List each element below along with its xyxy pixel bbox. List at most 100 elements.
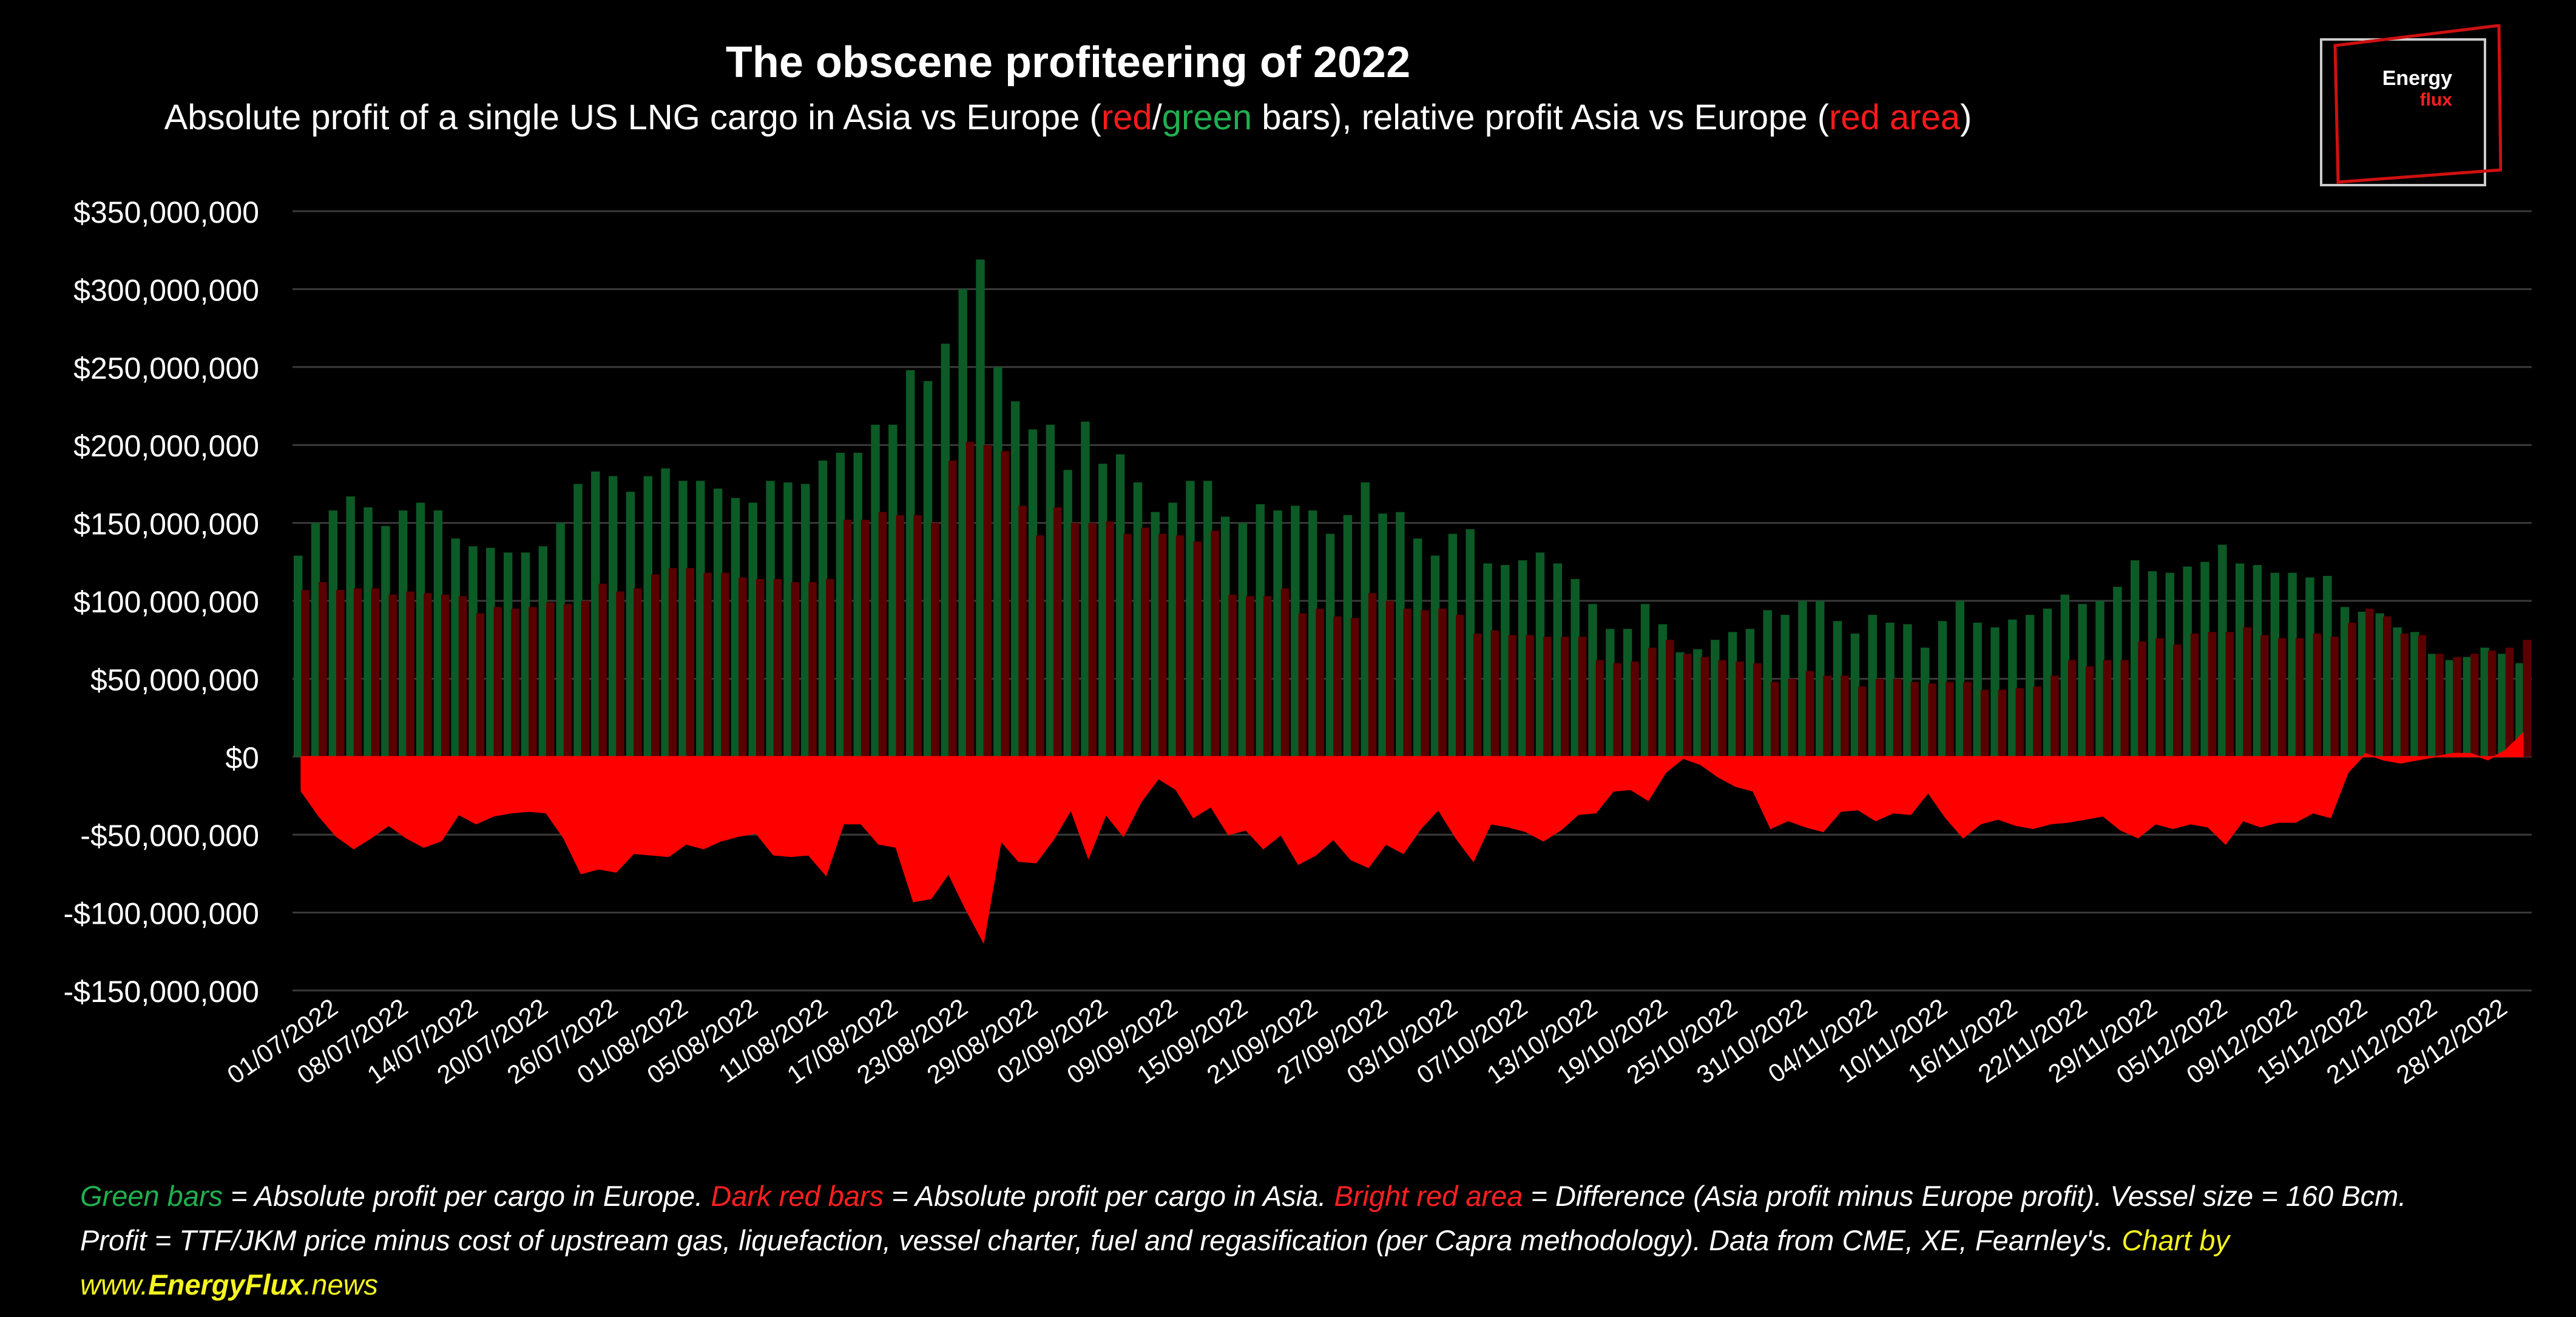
- asia-bar: [1700, 657, 1709, 757]
- footer-green-desc: = Absolute profit per cargo in Europe.: [223, 1180, 711, 1212]
- europe-bar: [923, 381, 933, 757]
- europe-bar: [2463, 657, 2472, 757]
- europe-bar: [556, 523, 565, 757]
- europe-bar: [1535, 552, 1545, 757]
- europe-bar: [1115, 454, 1125, 757]
- europe-bar: [905, 370, 915, 757]
- europe-bar: [1238, 523, 1248, 757]
- europe-bar: [451, 538, 460, 757]
- asia-bar: [2330, 637, 2339, 757]
- asia-bar: [2487, 651, 2497, 757]
- asia-bar: [1858, 686, 1867, 757]
- europe-bar: [836, 453, 845, 757]
- europe-bar: [1728, 632, 1737, 757]
- europe-bar: [503, 552, 513, 757]
- footer-bright-label: Bright red area: [1334, 1180, 1523, 1212]
- europe-bar: [1273, 510, 1282, 757]
- europe-bar: [661, 468, 670, 757]
- asia-bar: [2068, 660, 2077, 757]
- logo-text-energy: Energy: [2382, 67, 2452, 90]
- y-tick-label: $0: [225, 741, 259, 775]
- europe-bar: [2095, 601, 2104, 757]
- asia-bar: [353, 588, 362, 757]
- asia-bar: [1018, 506, 1027, 757]
- europe-bar: [573, 484, 583, 757]
- europe-bar: [783, 482, 793, 757]
- europe-bar: [521, 552, 530, 757]
- europe-bar: [1816, 601, 1825, 757]
- europe-bar: [1518, 560, 1527, 757]
- europe-bar: [433, 510, 443, 757]
- y-axis-labels: $350,000,000 $300,000,000 $250,000,000 $200…: [63, 195, 259, 1009]
- europe-bar: [2043, 608, 2052, 757]
- europe-bar: [2515, 663, 2524, 757]
- difference-area-group: [300, 731, 2524, 944]
- europe-bar: [818, 460, 828, 757]
- asia-bar: [983, 445, 992, 757]
- asia-bar: [2103, 660, 2112, 757]
- asia-bar: [1438, 608, 1447, 757]
- asia-bar: [2435, 654, 2444, 757]
- asia-bar: [2243, 627, 2251, 757]
- europe-bar: [2358, 611, 2367, 757]
- europe-bar: [2270, 572, 2279, 757]
- asia-bar: [1316, 608, 1324, 757]
- asia-bar: [581, 601, 590, 757]
- subtitle-text-2: bars), relative profit Asia vs Europe (: [1252, 98, 1830, 137]
- asia-bar: [1980, 689, 1989, 757]
- asia-bar: [1088, 523, 1097, 757]
- asia-bar: [1053, 507, 1062, 757]
- asia-bar: [1805, 671, 1814, 757]
- europe-bar: [1850, 633, 1860, 757]
- europe-bar: [1203, 481, 1212, 757]
- europe-bar: [1046, 424, 1055, 757]
- europe-bar: [1361, 482, 1370, 757]
- europe-bar: [958, 289, 967, 757]
- asia-bar: [1403, 608, 1411, 757]
- asia-bar: [1683, 654, 1692, 757]
- europe-bar: [2235, 563, 2245, 757]
- footer-site-bold: EnergyFlux: [148, 1268, 304, 1301]
- asia-bar: [1001, 451, 1009, 757]
- asia-bar: [1753, 663, 1762, 757]
- europe-bar: [608, 476, 618, 757]
- europe-bar: [1343, 515, 1353, 757]
- y-tick-label: -$50,000,000: [80, 819, 259, 853]
- europe-bar: [1063, 470, 1072, 757]
- asia-bar: [1368, 593, 1377, 757]
- y-tick-label: $200,000,000: [73, 429, 259, 463]
- europe-bar: [1921, 648, 1930, 757]
- y-tick-label: -$150,000,000: [63, 975, 259, 1009]
- europe-bar: [1028, 429, 1038, 757]
- europe-bar: [1955, 601, 1965, 757]
- footer-methodology: Profit = TTF/JKM price minus cost of ups…: [80, 1224, 2114, 1256]
- europe-bar: [1885, 622, 1895, 757]
- europe-bar: [993, 367, 1002, 757]
- asia-bar: [2418, 635, 2427, 757]
- europe-bar: [1098, 464, 1107, 757]
- asia-bar: [511, 608, 519, 757]
- europe-bar: [1483, 563, 1492, 757]
- europe-bar: [1168, 503, 1177, 757]
- asia-bar: [773, 579, 782, 757]
- europe-bar: [1325, 533, 1335, 757]
- europe-bar: [1291, 506, 1300, 757]
- asia-bar: [1666, 640, 1674, 757]
- y-tick-label: $350,000,000: [73, 195, 259, 229]
- asia-bar: [2155, 638, 2164, 757]
- asia-bar: [493, 607, 502, 757]
- subtitle-green-word: green: [1161, 98, 1253, 137]
- europe-bar: [941, 344, 950, 757]
- asia-bar: [1036, 535, 1044, 757]
- asia-bar: [529, 607, 537, 757]
- europe-bar: [2078, 604, 2087, 757]
- asia-bar: [2225, 632, 2234, 757]
- y-tick-label: $250,000,000: [73, 351, 259, 385]
- chart-subtitle: Absolute profit of a single US LNG cargo…: [0, 97, 2136, 138]
- europe-bar: [643, 476, 652, 757]
- europe-bar: [2253, 564, 2262, 757]
- asia-bar: [1508, 635, 1516, 757]
- footer-site-link[interactable]: www.EnergyFlux.news: [80, 1268, 378, 1301]
- subtitle-text-1: Absolute profit of a single US LNG cargo…: [164, 98, 1101, 137]
- europe-bar: [2480, 648, 2489, 757]
